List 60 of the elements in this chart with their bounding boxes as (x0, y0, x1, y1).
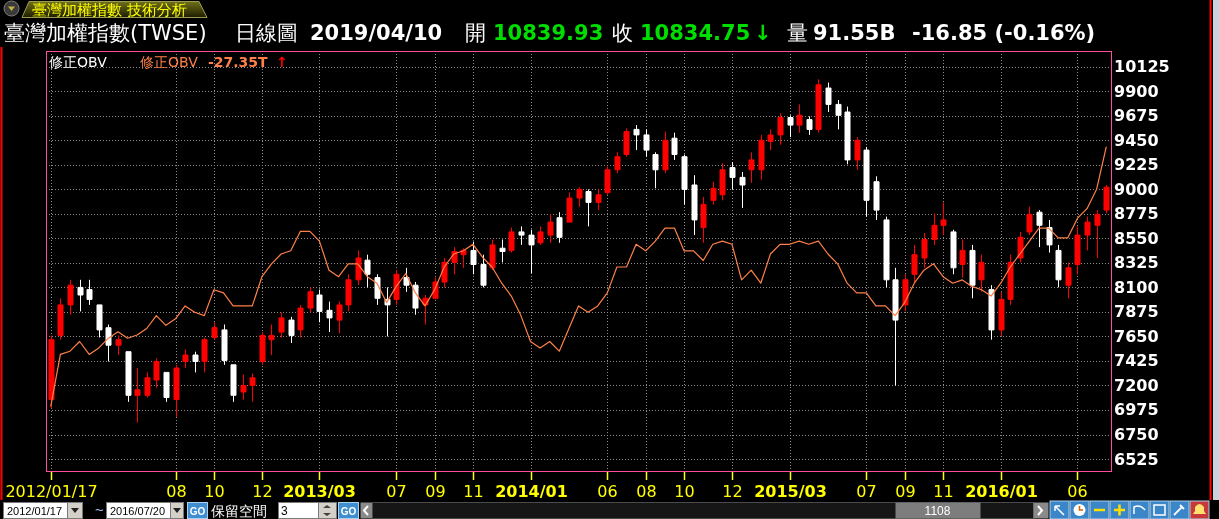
annotation: ↑ (276, 54, 288, 70)
x-tick-label: 2014/01 (495, 481, 568, 501)
annotation: 10834.75 (640, 21, 751, 45)
y-tick-label: 6975 (1114, 400, 1159, 420)
x-tick-label: 08 (166, 481, 187, 501)
y-tick-label: 9900 (1114, 81, 1159, 101)
x-tick-label: 07 (386, 481, 407, 501)
y-tick-label: 8100 (1114, 277, 1159, 297)
x-tick-label: 09 (425, 481, 446, 501)
x-tick-label: 2015/03 (754, 481, 827, 501)
annotation: -16.85 (-0.16%) (912, 21, 1096, 45)
x-tick-label: 06 (597, 481, 618, 501)
y-tick-label: 7425 (1114, 351, 1159, 371)
x-tick-label: 12 (722, 481, 743, 501)
annotation: GO (189, 505, 206, 517)
annotation: 開 (465, 21, 486, 45)
annotation: -27.35T (208, 54, 268, 70)
y-tick-label: 9225 (1114, 155, 1159, 175)
annotation: 2012/01/17 (7, 505, 63, 517)
annotation: 保留空間 (211, 503, 267, 519)
x-tick-label: 12 (252, 481, 273, 501)
annotation: 3 (281, 504, 288, 518)
annotation: 量 (787, 21, 808, 45)
annotation: 2016/07/20 (110, 505, 166, 517)
y-tick-label: 10125 (1114, 57, 1170, 77)
annotation: ↓ (754, 21, 772, 45)
y-tick-label: 7650 (1114, 326, 1159, 346)
x-tick-label: 09 (895, 481, 916, 501)
y-tick-label: 8775 (1114, 204, 1159, 224)
x-tick-label: 08 (636, 481, 657, 501)
x-tick-label: 2013/03 (283, 481, 356, 501)
annotation: 1108 (924, 504, 951, 518)
annotation: ~ (95, 500, 104, 518)
annotation: 10839.93 (493, 21, 604, 45)
x-tick-label: 2016/01 (965, 481, 1038, 501)
x-tick-label: 10 (674, 481, 695, 501)
y-tick-label: 9675 (1114, 106, 1159, 126)
x-tick-label: 11 (933, 481, 954, 501)
annotation: 日線圖 (235, 21, 298, 45)
y-tick-label: 9000 (1114, 179, 1159, 199)
annotation: 2019/04/10 (310, 21, 443, 45)
annotation: 91.55B (813, 21, 896, 45)
y-tick-label: 6525 (1114, 449, 1159, 469)
x-tick-label: 06 (1067, 481, 1088, 501)
x-tick-label: 11 (463, 481, 484, 501)
y-tick-label: 7200 (1114, 375, 1159, 395)
y-tick-label: 6750 (1114, 425, 1159, 444)
y-tick-label: 8325 (1114, 253, 1159, 273)
subtitle: 臺灣加權指數(TWSE) (4, 21, 207, 45)
annotation: 修正OBV (49, 54, 107, 70)
x-tick-label: 07 (856, 481, 877, 501)
x-tick-label: 2012/01/17 (5, 481, 98, 501)
y-tick-label: 8550 (1114, 228, 1159, 248)
series-name: 修正OBV (140, 54, 198, 70)
annotation: GO (340, 505, 357, 517)
y-tick-label: 7875 (1114, 302, 1159, 322)
x-tick-label: 10 (204, 481, 225, 501)
annotation: 收 (612, 21, 633, 45)
title: 臺灣加權指數 技術分析 (32, 0, 187, 19)
y-tick-label: 9450 (1114, 130, 1159, 150)
